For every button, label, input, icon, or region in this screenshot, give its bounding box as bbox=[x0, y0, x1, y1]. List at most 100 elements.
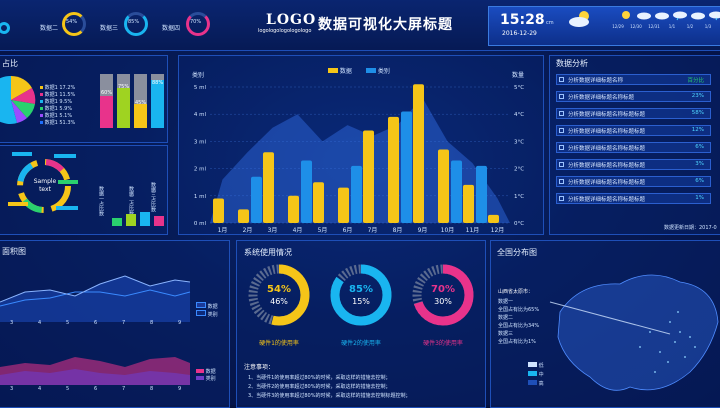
analysis-row-value: 百分比 bbox=[687, 78, 704, 84]
x-tick-label: 11月 bbox=[466, 227, 480, 234]
bar-category bbox=[251, 176, 262, 223]
legend-pct: 11.5% bbox=[59, 92, 76, 98]
x-tick: 8 bbox=[150, 320, 154, 326]
clock-unit: cm bbox=[546, 20, 554, 26]
ring-partial-icon bbox=[0, 22, 10, 34]
document-icon bbox=[559, 162, 564, 167]
document-icon bbox=[559, 128, 564, 133]
y-left-tick: 1 ml bbox=[194, 194, 207, 200]
analysis-row-text: 分析数据详细标题名称标题标题 bbox=[568, 163, 646, 169]
top-ring-2 bbox=[124, 12, 148, 36]
china-map bbox=[549, 274, 719, 391]
bar-bg: 88% bbox=[151, 74, 164, 128]
legend-pct: 17.2% bbox=[59, 85, 76, 91]
analysis-row[interactable]: 分析数据详细标题名称标题标题 6% bbox=[556, 142, 711, 153]
analysis-row-text: 分析数据详细标题名称标题标题 bbox=[568, 197, 646, 203]
y-left-tick: 4 ml bbox=[194, 112, 207, 118]
bar-data bbox=[313, 182, 324, 223]
x-tick: 9 bbox=[178, 386, 182, 392]
system-rings: 54% 46% 硬件1的使用率 85% 15% 硬件2的使用率 70% 30% 硬件3的使用率 bbox=[236, 260, 486, 350]
forecast-day-3: 12/31 bbox=[648, 24, 660, 29]
top-ring-value-2: 85% bbox=[128, 19, 140, 25]
logo: LOGO bbox=[266, 12, 317, 28]
analysis-title: 数据分析 bbox=[556, 59, 588, 68]
document-icon bbox=[559, 77, 564, 82]
map-title: 全国分布图 bbox=[497, 248, 537, 257]
bar-data bbox=[263, 152, 274, 223]
map-line: 全国占有比为1% bbox=[498, 339, 536, 345]
legend-pct: 51.3% bbox=[59, 120, 76, 126]
top-rings: 数据二 54% 数据三 85% 数据四 70% bbox=[0, 10, 220, 40]
top-ring-label-1: 数据二 bbox=[40, 25, 59, 32]
legend-label: 数据 bbox=[339, 68, 352, 75]
x-tick-label: 1月 bbox=[218, 227, 228, 234]
forecast-day-6: 1/3 bbox=[704, 24, 712, 29]
usage-main: 70% bbox=[431, 284, 455, 295]
analysis-row-value: 3% bbox=[695, 161, 704, 167]
legend-name: 数据1 bbox=[44, 120, 58, 126]
bar-data bbox=[413, 84, 424, 223]
analysis-row[interactable]: 分析数据详细标题名称 百分比 bbox=[556, 74, 711, 85]
clock-date: 2016-12-29 bbox=[502, 30, 537, 37]
weather-forecast: 12/29 12/30 12/31 1/1 1/2 1/3 bbox=[610, 10, 720, 40]
y-right-tick: 1°C bbox=[514, 194, 524, 200]
forecast-day-4: 1/1 bbox=[668, 24, 676, 29]
forecast-day-5: 1/2 bbox=[686, 24, 694, 29]
analysis-row[interactable]: 分析数据详细标题名称标题标题 3% bbox=[556, 159, 711, 170]
bar-category bbox=[451, 160, 462, 223]
analysis-row-text: 分析数据详细标题名称标题标题 bbox=[568, 112, 646, 118]
x-tick: 8 bbox=[150, 386, 154, 392]
clock-time: 15:28 bbox=[500, 12, 545, 28]
top-ring-1 bbox=[62, 12, 86, 36]
area-legend-top: 数据 类别 bbox=[196, 302, 218, 318]
x-tick-label: 2月 bbox=[243, 227, 253, 234]
legend-row: 数据1 17.2% bbox=[40, 84, 100, 91]
analysis-row[interactable]: 分析数据详细标题名称标题标题 1% bbox=[556, 193, 711, 204]
x-tick: 4 bbox=[38, 320, 42, 326]
analysis-row-text: 分析数据详细标题名称标题标题 bbox=[568, 180, 646, 186]
bar-category bbox=[351, 165, 362, 223]
document-icon bbox=[559, 111, 564, 116]
legend-item-data: 数据 bbox=[328, 66, 352, 75]
forecast-day-2: 12/30 bbox=[630, 24, 642, 29]
legend-label: 中 bbox=[538, 372, 544, 378]
vertical-label-1: 数据一占比数 bbox=[98, 186, 104, 216]
y-left-tick: 0 ml bbox=[194, 221, 207, 227]
system-title: 系统使用情况 bbox=[244, 248, 292, 257]
note-1: 1、当硬件1的使用率超过80%的时候，采取这样的措施去控制； bbox=[248, 375, 391, 381]
document-icon bbox=[559, 196, 564, 201]
analysis-row-value: 58% bbox=[691, 110, 704, 116]
y-left-tick: 5 ml bbox=[194, 85, 207, 91]
notes-title: 注意事项： bbox=[244, 364, 275, 371]
small-bars bbox=[112, 212, 168, 226]
bar-category bbox=[476, 165, 487, 223]
bar-data bbox=[338, 187, 349, 223]
left-top-title: 占比 bbox=[2, 59, 18, 68]
usage-ring: 54% 46% 硬件1的使用率 bbox=[244, 260, 314, 350]
cloud-sun-icon bbox=[568, 10, 594, 28]
y-left-title: 类别 bbox=[192, 72, 205, 79]
usage-ring-graphic bbox=[412, 264, 474, 326]
top-ring-value-3: 70% bbox=[190, 19, 202, 25]
top-ring-label-3: 数据四 bbox=[162, 25, 181, 32]
usage-sub: 15% bbox=[352, 297, 370, 306]
analysis-row[interactable]: 分析数据详细标题名称标题 23% bbox=[556, 91, 711, 102]
y-right-tick: 5°C bbox=[514, 85, 524, 91]
usage-sub: 30% bbox=[434, 297, 452, 306]
document-icon bbox=[559, 94, 564, 99]
x-tick: 6 bbox=[94, 320, 98, 326]
bar-data bbox=[463, 184, 474, 223]
usage-main: 85% bbox=[349, 284, 373, 295]
usage-sub: 46% bbox=[270, 297, 288, 306]
legend-name: 数据1 bbox=[44, 92, 58, 98]
area-chart-top bbox=[0, 275, 191, 322]
analysis-row[interactable]: 分析数据详细标题名称标题标题 12% bbox=[556, 125, 711, 136]
area-series bbox=[210, 97, 510, 223]
legend-label: 类别 bbox=[377, 68, 390, 75]
bar-label: 45% bbox=[135, 100, 147, 106]
analysis-row-text: 分析数据详细标题名称标题 bbox=[568, 95, 635, 101]
stacked-bars: 60% 75% 45% 88% bbox=[100, 74, 166, 128]
analysis-row[interactable]: 分析数据详细标题名称标题标题 58% bbox=[556, 108, 711, 119]
analysis-row[interactable]: 分析数据详细标题名称标题标题 6% bbox=[556, 176, 711, 187]
analysis-row-value: 6% bbox=[695, 178, 704, 184]
